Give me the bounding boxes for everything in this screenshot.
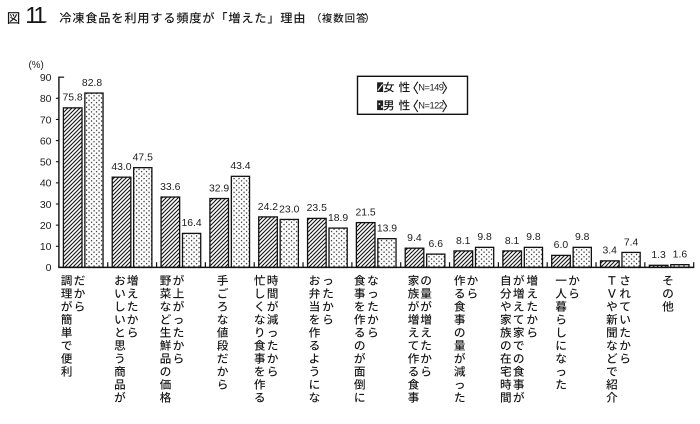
- svg-text:13.9: 13.9: [377, 224, 397, 235]
- svg-text:8.1: 8.1: [456, 236, 471, 247]
- svg-text:47.5: 47.5: [133, 153, 153, 164]
- svg-text:9.4: 9.4: [407, 233, 422, 244]
- svg-text:8.1: 8.1: [505, 236, 520, 247]
- svg-text:23.0: 23.0: [279, 204, 299, 215]
- svg-text:N=122: N=122: [418, 101, 443, 111]
- svg-text:20: 20: [40, 220, 52, 232]
- svg-text:N=149: N=149: [418, 83, 443, 93]
- svg-text:9.8: 9.8: [526, 232, 541, 243]
- svg-text:40: 40: [40, 178, 52, 190]
- svg-text:(%): (%): [29, 60, 44, 71]
- svg-text:70: 70: [40, 114, 52, 126]
- svg-text:11: 11: [25, 2, 45, 28]
- svg-text:24.2: 24.2: [258, 202, 278, 213]
- svg-text:82.8: 82.8: [82, 78, 102, 89]
- svg-text:43.0: 43.0: [111, 162, 131, 173]
- svg-text:80: 80: [40, 93, 52, 105]
- svg-text:10: 10: [40, 241, 52, 253]
- svg-text:90: 90: [40, 72, 52, 84]
- svg-text:9.8: 9.8: [575, 232, 590, 243]
- svg-text:30: 30: [40, 199, 52, 211]
- svg-text:75.8: 75.8: [62, 93, 82, 104]
- svg-text:1.6: 1.6: [673, 250, 688, 261]
- svg-text:32.9: 32.9: [209, 183, 229, 194]
- svg-text:21.5: 21.5: [355, 207, 375, 218]
- svg-text:9.8: 9.8: [477, 232, 492, 243]
- svg-text:7.4: 7.4: [624, 237, 639, 248]
- svg-text:60: 60: [40, 135, 52, 147]
- svg-text:23.5: 23.5: [307, 203, 327, 214]
- svg-text:3.4: 3.4: [603, 246, 618, 257]
- svg-text:6.0: 6.0: [554, 240, 569, 251]
- svg-text:18.9: 18.9: [328, 213, 348, 224]
- svg-text:.: .: [44, 11, 47, 25]
- svg-text:0: 0: [46, 262, 52, 274]
- svg-text:43.4: 43.4: [230, 161, 250, 172]
- svg-text:33.6: 33.6: [160, 182, 180, 193]
- svg-text:16.4: 16.4: [181, 218, 201, 229]
- svg-text:50: 50: [40, 157, 52, 169]
- svg-text:6.6: 6.6: [429, 239, 444, 250]
- svg-text:1.3: 1.3: [651, 250, 666, 261]
